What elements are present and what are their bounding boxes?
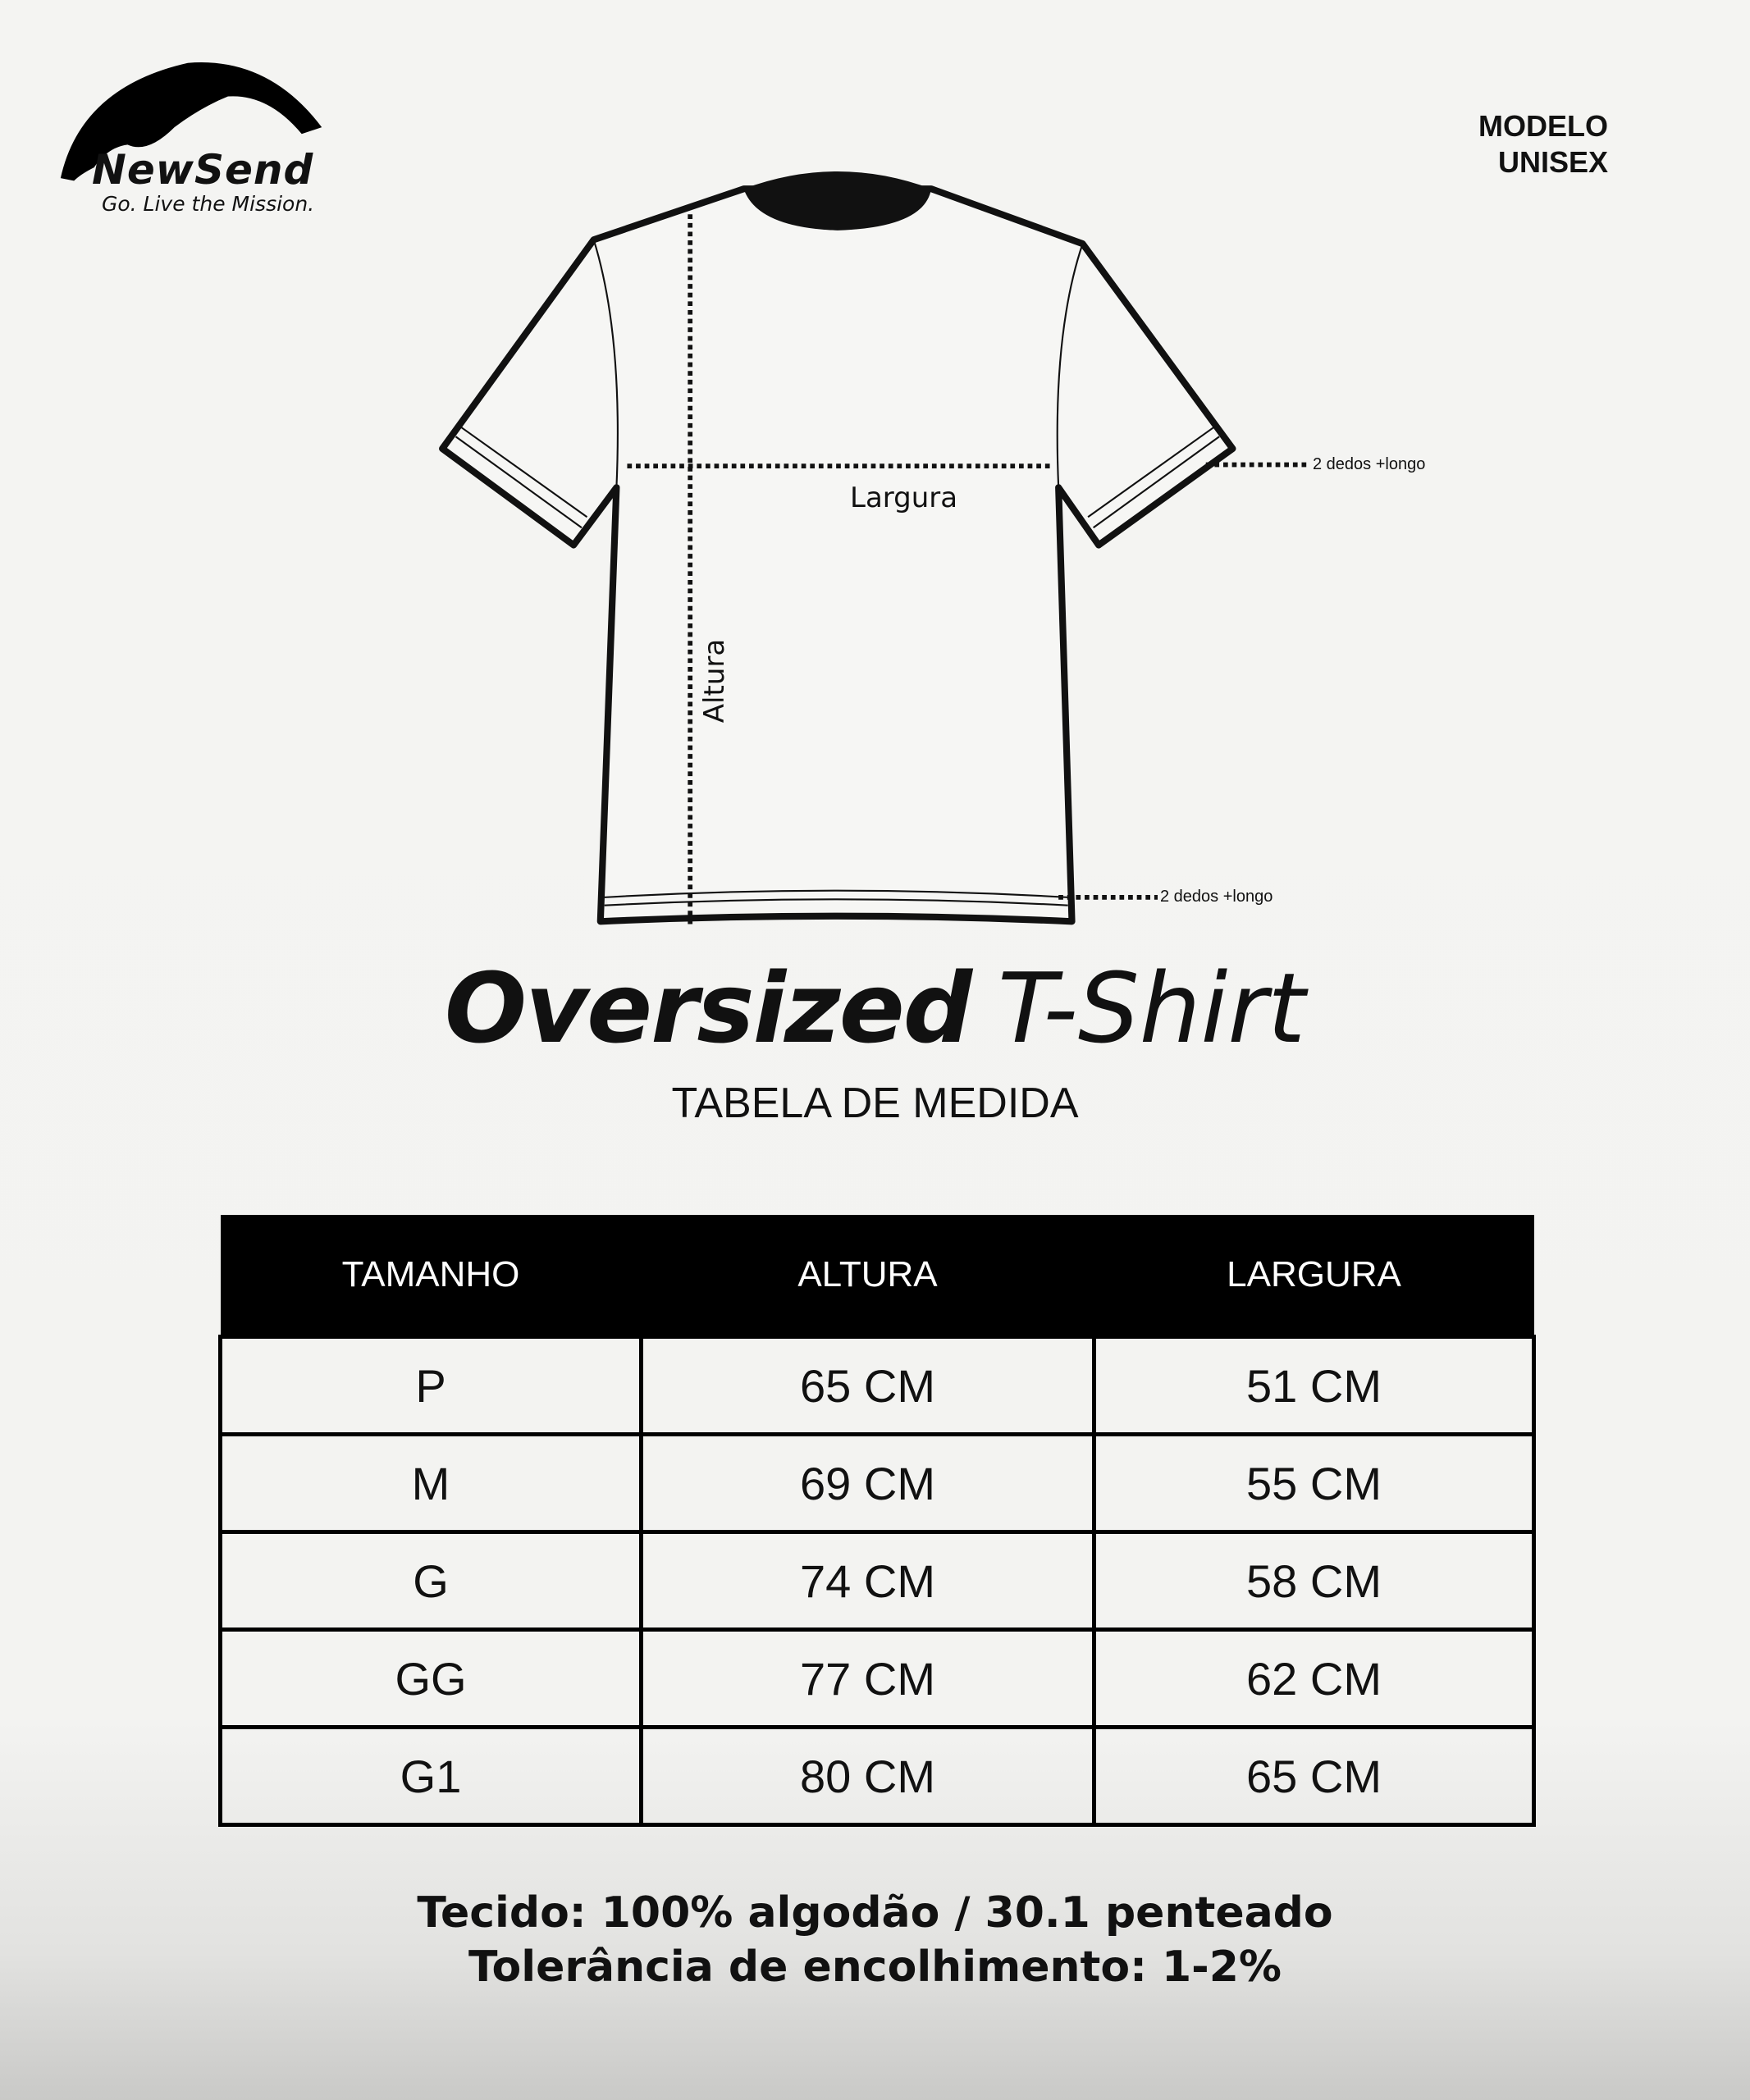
height-cell: 69 CM xyxy=(639,1432,1096,1534)
size-cell: M xyxy=(218,1432,643,1534)
height-label: Altura xyxy=(698,638,732,724)
height-cell: 65 CM xyxy=(639,1335,1096,1436)
width-cell: 62 CM xyxy=(1092,1628,1536,1729)
globe-logo-icon xyxy=(60,62,322,181)
brand-name: NewSend xyxy=(92,146,314,194)
tolerance-info: Tolerância de encolhimento: 1-2% xyxy=(468,1942,1282,1992)
width-cell: 58 CM xyxy=(1092,1530,1536,1632)
table-row: GG 77 CM 62 CM xyxy=(218,1628,1536,1729)
size-cell: GG xyxy=(218,1628,643,1729)
model-line2: UNISEX xyxy=(1497,145,1608,179)
height-cell: 77 CM xyxy=(639,1628,1096,1729)
collar xyxy=(743,171,932,231)
title-light: T-Shirt xyxy=(998,952,1306,1065)
brand-tagline: Go. Live the Mission. xyxy=(102,192,315,216)
hem-note: 2 dedos +longo xyxy=(1160,888,1273,906)
header-size: TAMANHO xyxy=(220,1215,642,1337)
table-header: TAMANHO ALTURA LARGURA xyxy=(220,1215,1534,1337)
width-cell: 65 CM xyxy=(1092,1725,1536,1827)
size-cell: P xyxy=(218,1335,643,1436)
size-cell: G xyxy=(218,1530,643,1632)
header-height: ALTURA xyxy=(641,1215,1094,1337)
table-row: M 69 CM 55 CM xyxy=(218,1432,1536,1534)
sleeve-note: 2 dedos +longo xyxy=(1313,455,1426,473)
fabric-info: Tecido: 100% algodão / 30.1 penteado xyxy=(417,1888,1333,1938)
shirt-outline xyxy=(439,185,1236,925)
title-bold: Oversized xyxy=(444,952,972,1065)
size-table: TAMANHO ALTURA LARGURA P 65 CM 51 CM M 69 C… xyxy=(218,1215,1536,1827)
height-cell: 74 CM xyxy=(639,1530,1096,1632)
table-row: G 74 CM 58 CM xyxy=(218,1530,1536,1632)
table-subtitle: TABELA DE MEDIDA xyxy=(671,1080,1079,1127)
table-row: P 65 CM 51 CM xyxy=(218,1335,1536,1436)
product-title: Oversized T-Shirt xyxy=(0,952,1750,1065)
width-label: Largura xyxy=(850,482,958,514)
width-cell: 55 CM xyxy=(1092,1432,1536,1534)
model-line1: MODELO xyxy=(1478,109,1608,143)
size-cell: G1 xyxy=(218,1725,643,1827)
model-label: MODELO UNISEX xyxy=(1478,108,1608,180)
width-cell: 51 CM xyxy=(1092,1335,1536,1436)
height-cell: 80 CM xyxy=(639,1725,1096,1827)
header-width: LARGURA xyxy=(1094,1215,1534,1337)
table-row: G1 80 CM 65 CM xyxy=(218,1725,1536,1827)
